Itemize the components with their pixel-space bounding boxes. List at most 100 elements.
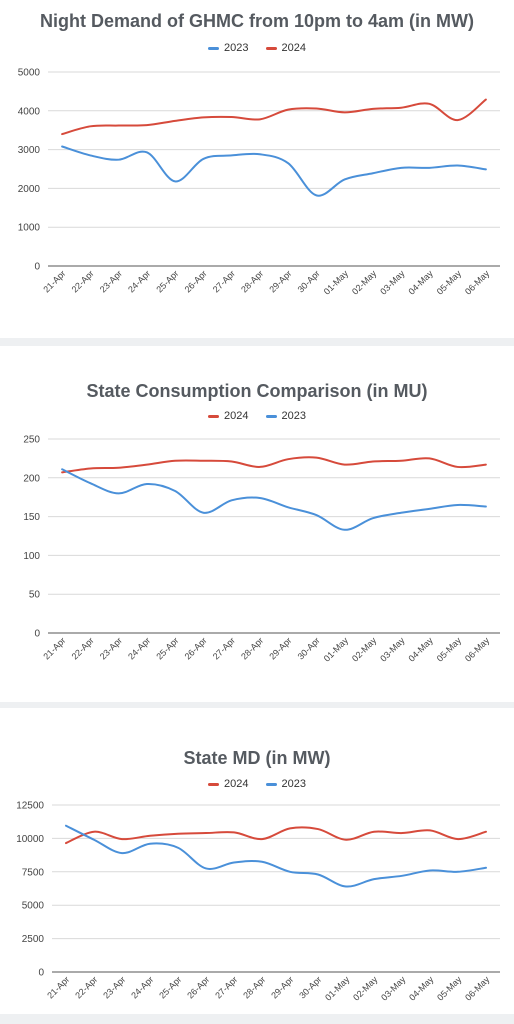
chart-panel-state-consumption: State Consumption Comparison (in MU) 202…: [0, 346, 514, 702]
x-tick-label: 24-Apr: [129, 974, 155, 1000]
y-tick-label: 7500: [22, 867, 45, 878]
x-tick-label: 21-Apr: [41, 268, 67, 294]
series-line-2023: [65, 824, 487, 888]
data-point-2024: [93, 830, 96, 833]
data-point-2024: [117, 466, 120, 469]
x-tick-label: 26-Apr: [185, 974, 211, 1000]
x-tick-label: 22-Apr: [70, 635, 96, 661]
chart-title: Night Demand of GHMC from 10pm to 4am (i…: [40, 11, 474, 31]
x-tick-label: 27-Apr: [213, 974, 239, 1000]
data-point-2023: [149, 842, 152, 845]
data-point-2024: [315, 107, 318, 110]
data-point-2024: [177, 832, 180, 835]
x-tick-label: 24-Apr: [126, 268, 152, 294]
data-point-2023: [61, 145, 64, 148]
data-point-2023: [429, 869, 432, 872]
legend-swatch: [265, 46, 277, 50]
data-point-2023: [174, 180, 177, 183]
x-tick-label: 30-Apr: [296, 635, 322, 661]
x-tick-label: 23-Apr: [101, 974, 127, 1000]
legend-item: 2024: [207, 778, 249, 790]
x-tick-label: 30-Apr: [296, 268, 322, 294]
x-tick-label: 25-Apr: [154, 268, 180, 294]
legend-label: 2023: [281, 778, 307, 790]
data-point-2023: [177, 846, 180, 849]
legend-label: 2024: [223, 410, 249, 422]
x-tick-label: 05-May: [435, 974, 464, 1003]
data-point-2024: [233, 831, 236, 834]
data-point-2023: [230, 499, 233, 502]
data-point-2024: [61, 471, 64, 474]
y-tick-label: 200: [23, 473, 40, 484]
legend-swatch: [207, 782, 219, 786]
y-tick-label: 2000: [18, 184, 41, 195]
x-tick-label: 01-May: [322, 268, 351, 297]
x-tick-label: 29-Apr: [267, 635, 293, 661]
data-point-2024: [146, 463, 149, 466]
y-tick-label: 3000: [18, 145, 41, 156]
data-point-2023: [485, 168, 488, 171]
chart-title: State MD (in MW): [183, 748, 331, 768]
x-tick-label: 03-May: [378, 268, 407, 297]
y-tick-label: 5000: [18, 68, 41, 79]
data-point-2023: [174, 490, 177, 493]
x-tick-label: 06-May: [463, 268, 492, 297]
data-point-2024: [428, 103, 431, 106]
chart-legend: 2024 2023: [0, 410, 514, 422]
legend-label: 2024: [223, 778, 249, 790]
legend-item: 2023: [265, 410, 306, 422]
data-point-2023: [202, 158, 205, 161]
data-point-2024: [146, 124, 149, 127]
y-tick-label: 50: [29, 590, 41, 601]
legend-label: 2023: [223, 42, 249, 54]
data-point-2024: [202, 116, 205, 119]
data-point-2023: [117, 158, 120, 161]
x-tick-label: 04-May: [406, 268, 435, 297]
data-point-2024: [174, 459, 177, 462]
data-point-2024: [149, 834, 152, 837]
chart-legend: 2023 2024: [0, 42, 514, 54]
x-tick-label: 04-May: [406, 635, 435, 664]
x-tick-label: 04-May: [407, 974, 436, 1003]
data-point-2023: [315, 194, 318, 197]
y-tick-label: 0: [34, 262, 40, 273]
data-point-2023: [428, 167, 431, 170]
y-tick-label: 0: [38, 968, 44, 979]
data-point-2024: [89, 467, 92, 470]
legend-label: 2024: [281, 42, 307, 54]
data-point-2024: [287, 458, 290, 461]
data-point-2024: [343, 463, 346, 466]
x-tick-label: 06-May: [463, 635, 492, 664]
x-tick-label: 23-Apr: [98, 268, 124, 294]
y-tick-label: 12500: [16, 801, 44, 812]
data-point-2023: [485, 505, 488, 508]
data-point-2023: [317, 873, 320, 876]
data-point-2023: [259, 497, 262, 500]
x-tick-label: 21-Apr: [45, 974, 71, 1000]
legend-item: 2023: [207, 42, 249, 54]
data-point-2023: [93, 838, 96, 841]
data-point-2023: [372, 517, 375, 520]
x-tick-label: 24-Apr: [126, 635, 152, 661]
data-point-2024: [205, 832, 208, 835]
chart-panel-night-demand: Night Demand of GHMC from 10pm to 4am (i…: [0, 0, 514, 338]
data-point-2023: [202, 511, 205, 514]
data-point-2024: [174, 120, 177, 123]
data-point-2024: [121, 838, 124, 841]
data-point-2024: [89, 125, 92, 128]
data-point-2024: [315, 456, 318, 459]
y-tick-label: 5000: [22, 901, 45, 912]
data-point-2024: [485, 98, 488, 101]
data-point-2024: [61, 133, 64, 136]
series-line-2024: [61, 98, 487, 136]
legend-swatch: [265, 782, 277, 786]
data-point-2024: [428, 457, 431, 460]
data-point-2024: [372, 108, 375, 111]
series-line-2024: [61, 456, 487, 474]
data-point-2024: [485, 463, 488, 466]
x-tick-label: 03-May: [378, 635, 407, 664]
legend-item: 2024: [207, 410, 249, 422]
data-point-2023: [372, 172, 375, 175]
data-point-2024: [372, 460, 375, 463]
